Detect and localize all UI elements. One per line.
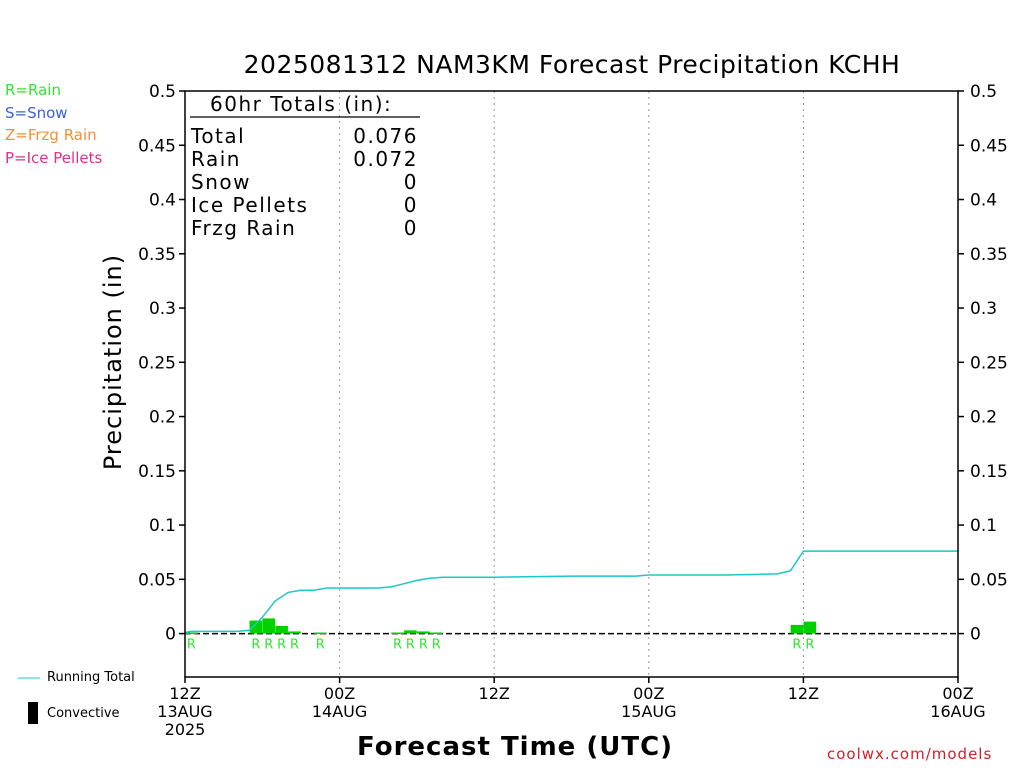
chart-title: 2025081312 NAM3KM Forecast Precipitation…: [243, 50, 901, 79]
totals-row-value-3: 0: [404, 193, 418, 217]
convective-legend-label: Convective: [47, 706, 120, 721]
x-axis-label: Forecast Time (UTC): [357, 732, 674, 762]
y-tick-label-right-6: 0.3: [970, 299, 997, 319]
site-credit: coolwx.com/models: [827, 745, 993, 763]
y-tick-label-right-10: 0.5: [970, 82, 997, 102]
convective-legend-swatch: [28, 702, 38, 724]
precip-bar-11: [803, 621, 817, 634]
x-tick-label-4: 12Z: [788, 684, 819, 703]
x-tick-label-1: 00Z 14AUG: [312, 684, 367, 721]
totals-row-value-4: 0: [404, 216, 418, 240]
precip-type-marker-0: R: [187, 638, 196, 653]
precip-type-marker-3: R: [277, 638, 286, 653]
totals-box: 60hr Totals (in): Total 0.076 Rain 0.072 Snow…: [190, 92, 420, 240]
totals-row-label-4: Frzg Rain: [191, 216, 296, 240]
y-tick-label-right-1: 0.05: [970, 570, 1008, 590]
y-tick-label-right-3: 0.15: [970, 462, 1008, 482]
x-tick-label-5: 00Z 16AUG: [930, 684, 985, 721]
legend-freezing-rain: Z=Frzg Rain: [5, 126, 97, 144]
precip-type-marker-1: R: [251, 638, 260, 653]
precip-bar-1: [249, 620, 263, 634]
running-total-legend-label: Running Total: [47, 670, 135, 685]
precip-type-marker-4: R: [290, 638, 299, 653]
legend-ice-pellets: P=Ice Pellets: [5, 149, 103, 167]
y-tick-label-left-10: 0.5: [149, 82, 176, 102]
x-tick-label-0: 12Z 13AUG 2025: [157, 684, 212, 739]
y-tick-label-left-3: 0.15: [138, 462, 176, 482]
bars-layer: [185, 618, 817, 635]
y-tick-label-left-2: 0.1: [149, 516, 176, 536]
precip-type-marker-2: R: [264, 638, 273, 653]
precip-bar-5: [313, 632, 327, 635]
precip-bar-6: [391, 632, 404, 635]
axes-layer: 0 00.05 0.050.1 0.10.15 0.150.2 0.20.25 0.250.…: [138, 82, 1008, 739]
y-tick-label-right-7: 0.35: [970, 245, 1008, 265]
precip-type-marker-7: R: [406, 638, 415, 653]
plot-border: [184, 90, 959, 678]
precip-type-marker-6: R: [393, 638, 402, 653]
precip-bar-2: [262, 618, 276, 634]
precip-type-marker-8: R: [419, 638, 428, 653]
totals-row-label-3: Ice Pellets: [191, 193, 308, 217]
running-total-line: [184, 550, 958, 634]
legend-rain: R=Rain: [5, 81, 61, 99]
totals-row-value-0: 0.076: [353, 124, 418, 148]
y-tick-label-left-5: 0.25: [138, 353, 176, 373]
y-tick-label-left-1: 0.05: [138, 570, 176, 590]
y-tick-label-left-0: 0: [165, 625, 176, 645]
totals-row-label-0: Total: [190, 124, 245, 148]
precip-bar-0: [185, 632, 198, 635]
precip-type-marker-5: R: [316, 638, 325, 653]
y-tick-label-right-2: 0.1: [970, 516, 997, 536]
y-tick-label-right-4: 0.2: [970, 408, 997, 428]
y-tick-label-right-0: 0: [970, 625, 981, 645]
precip-bar-4: [288, 631, 301, 634]
precip-type-marker-11: R: [805, 638, 814, 653]
y-tick-label-left-6: 0.3: [149, 299, 176, 319]
precip-type-marker-9: R: [432, 638, 441, 653]
y-tick-label-right-9: 0.45: [970, 136, 1008, 156]
precip-bar-9: [429, 632, 443, 635]
line-layer: [184, 550, 958, 634]
y-tick-label-left-9: 0.45: [138, 136, 176, 156]
precip-bar-3: [275, 625, 288, 634]
legend-snow: S=Snow: [5, 104, 68, 122]
precip-bar-8: [417, 631, 430, 634]
precip-type-marker-10: R: [792, 638, 801, 653]
grid-layer: [185, 91, 958, 677]
y-tick-label-right-5: 0.25: [970, 353, 1008, 373]
x-tick-label-2: 12Z: [479, 684, 510, 703]
totals-row-value-2: 0: [404, 170, 418, 194]
totals-heading: 60hr Totals (in):: [210, 92, 392, 116]
totals-row-label-1: Rain: [191, 147, 241, 171]
totals-row-value-1: 0.072: [353, 147, 418, 171]
y-tick-label-left-8: 0.4: [149, 191, 176, 211]
y-tick-label-left-4: 0.2: [149, 408, 176, 428]
precip-bar-7: [404, 630, 417, 634]
totals-row-label-2: Snow: [191, 170, 251, 194]
precip-bar-10: [790, 624, 804, 634]
y-tick-label-right-8: 0.4: [970, 191, 997, 211]
y-tick-label-left-7: 0.35: [138, 245, 176, 265]
x-tick-label-3: 00Z 15AUG: [621, 684, 676, 721]
